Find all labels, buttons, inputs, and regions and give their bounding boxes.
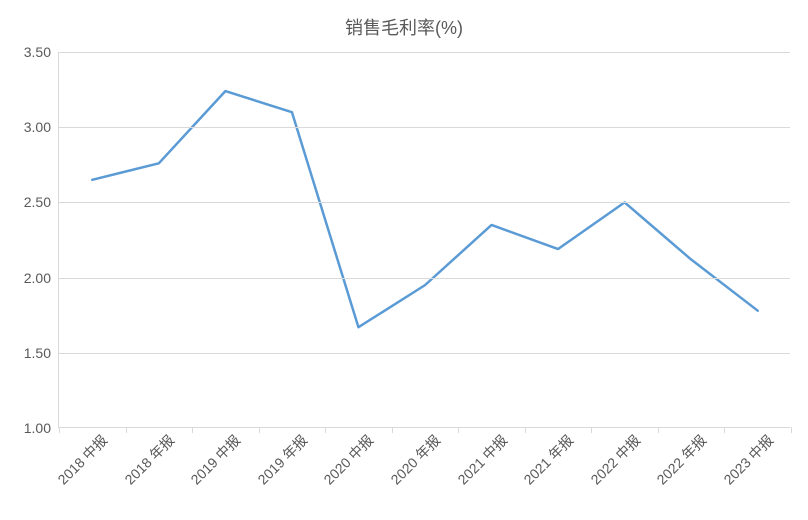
x-tick	[259, 427, 260, 433]
y-tick-label: 1.50	[24, 345, 59, 361]
x-tick	[525, 427, 526, 433]
x-tick	[458, 427, 459, 433]
gridline	[59, 127, 790, 128]
y-tick-label: 1.00	[24, 420, 59, 436]
y-tick-label: 2.50	[24, 194, 59, 210]
gridline	[59, 52, 790, 53]
x-tick	[126, 427, 127, 433]
x-tick	[59, 427, 60, 433]
line-series	[59, 52, 791, 428]
gridline	[59, 353, 790, 354]
x-tick-label: 2023 中报	[719, 430, 778, 489]
x-tick-label: 2020 中报	[320, 430, 379, 489]
y-tick-label: 3.50	[24, 44, 59, 60]
y-tick-label: 2.00	[24, 270, 59, 286]
chart-title: 销售毛利率(%)	[0, 14, 808, 40]
x-tick	[392, 427, 393, 433]
x-tick	[591, 427, 592, 433]
chart-container: 销售毛利率(%) 1.001.502.002.503.003.502018 中报…	[0, 0, 808, 520]
x-tick	[192, 427, 193, 433]
x-tick	[325, 427, 326, 433]
x-tick	[658, 427, 659, 433]
x-tick-label: 2021 中报	[453, 430, 512, 489]
x-tick-label: 2020 年报	[386, 430, 445, 489]
gridline	[59, 202, 790, 203]
x-tick-label: 2018 年报	[120, 430, 179, 489]
x-tick-label: 2018 中报	[53, 430, 112, 489]
x-tick-label: 2019 年报	[253, 430, 312, 489]
x-tick-label: 2021 年报	[519, 430, 578, 489]
x-tick-label: 2022 年报	[652, 430, 711, 489]
plot-area: 1.001.502.002.503.003.502018 中报2018 年报20…	[58, 52, 790, 428]
x-tick	[791, 427, 792, 433]
x-tick-label: 2019 中报	[186, 430, 245, 489]
gridline	[59, 278, 790, 279]
x-tick-label: 2022 中报	[586, 430, 645, 489]
x-tick	[724, 427, 725, 433]
y-tick-label: 3.00	[24, 119, 59, 135]
